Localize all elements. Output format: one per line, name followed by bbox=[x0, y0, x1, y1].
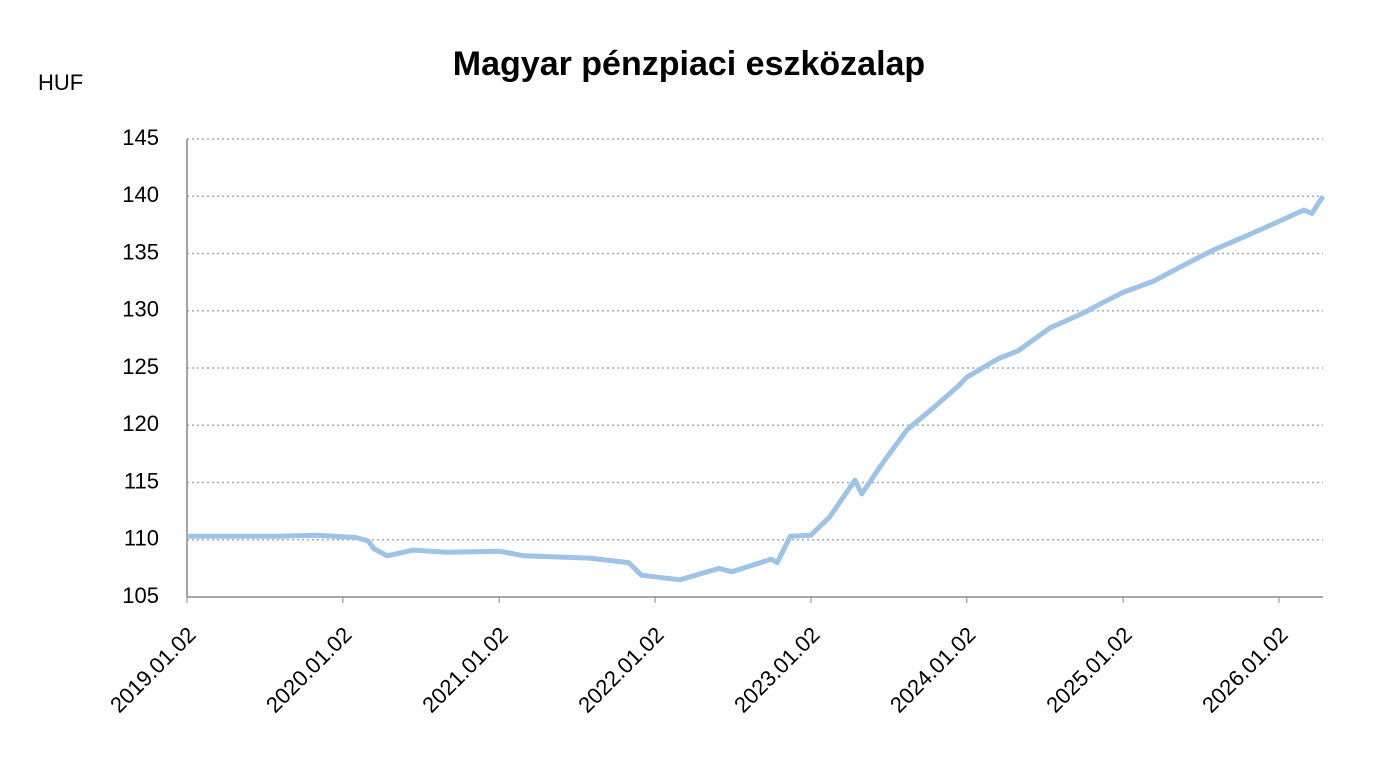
x-tick-label: 2025.01.02 bbox=[1041, 622, 1137, 718]
y-tick-label: 115 bbox=[124, 468, 159, 493]
chart-title: Magyar pénzpiaci eszközalap bbox=[453, 45, 925, 83]
y-tick-label: 130 bbox=[122, 297, 159, 322]
y-axis-label: HUF bbox=[38, 70, 83, 95]
y-tick-label: 120 bbox=[122, 411, 159, 436]
y-tick-label: 135 bbox=[122, 239, 159, 264]
x-tick-label: 2020.01.02 bbox=[261, 622, 357, 718]
y-tick-label: 125 bbox=[122, 354, 159, 379]
x-tick-label: 2021.01.02 bbox=[417, 622, 513, 718]
x-tick-label: 2023.01.02 bbox=[729, 622, 825, 718]
y-tick-label: 140 bbox=[122, 182, 159, 207]
x-tick-label: 2019.01.02 bbox=[105, 622, 201, 718]
x-tick-label: 2024.01.02 bbox=[885, 622, 981, 718]
y-tick-label: 110 bbox=[124, 526, 159, 551]
y-tick-label: 105 bbox=[122, 583, 159, 608]
x-tick-label: 2026.01.02 bbox=[1197, 622, 1293, 718]
y-tick-label: 145 bbox=[122, 125, 159, 150]
x-tick-label: 2022.01.02 bbox=[573, 622, 669, 718]
series-line bbox=[187, 194, 1326, 583]
